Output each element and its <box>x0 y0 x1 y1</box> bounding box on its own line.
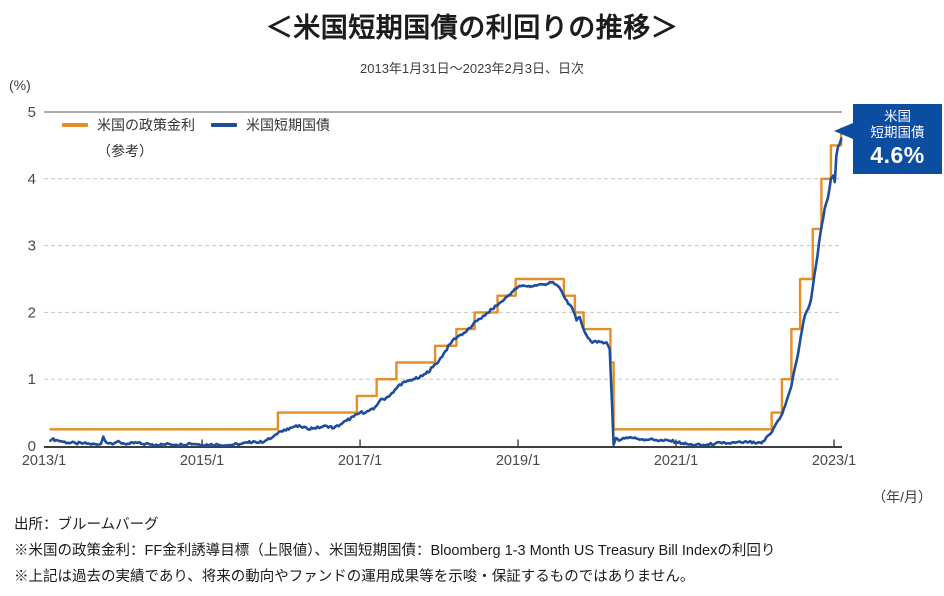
source-note: 出所：ブルームバーグ <box>14 517 159 533</box>
chart-subtitle: 2013年1月31日～2023年2月3日、日次 <box>360 61 584 76</box>
legend-label-policy-rate: 米国の政策金利 <box>97 117 195 133</box>
svg-text:3: 3 <box>28 238 36 255</box>
svg-text:5: 5 <box>28 104 36 121</box>
svg-text:2023/1: 2023/1 <box>812 453 856 469</box>
svg-text:4: 4 <box>28 171 36 188</box>
callout-series-name-line2: 短期国債 <box>870 124 925 140</box>
chart-legend: 米国の政策金利 米国短期国債 （参考） <box>62 115 346 161</box>
svg-text:2017/1: 2017/1 <box>338 453 382 469</box>
svg-text:2015/1: 2015/1 <box>180 453 224 469</box>
callout-left-arrow-icon <box>834 123 853 139</box>
disclaimer-note: ※上記は過去の実績であり、将来の動向やファンドの運用成果等を示唆・保証するもので… <box>14 569 695 585</box>
svg-text:1: 1 <box>28 371 36 388</box>
svg-text:2021/1: 2021/1 <box>654 453 698 469</box>
svg-text:2013/1: 2013/1 <box>22 453 66 469</box>
legend-swatch-policy-rate-icon <box>62 123 88 127</box>
legend-note-reference: （参考） <box>97 143 153 159</box>
chart-title: ＜米国短期国債の利回りの推移＞ <box>265 13 679 43</box>
svg-text:0: 0 <box>28 438 36 455</box>
svg-text:2: 2 <box>28 304 36 321</box>
definition-note: ※米国の政策金利：FF金利誘導目標（上限値）、米国短期国債：Bloomberg … <box>14 543 776 559</box>
y-axis-unit-label: (%) <box>9 77 31 93</box>
callout-value: 4.6% <box>870 142 925 169</box>
callout-series-name-line1: 米国 <box>884 109 911 125</box>
tbill-value-callout: 米国 短期国債 4.6% <box>834 104 942 174</box>
footnotes: 出所：ブルームバーグ ※米国の政策金利：FF金利誘導目標（上限値）、米国短期国債… <box>14 512 775 590</box>
svg-text:2019/1: 2019/1 <box>496 453 540 469</box>
x-axis-unit-label: （年/月） <box>872 489 932 505</box>
legend-swatch-tbill-icon <box>211 123 237 127</box>
legend-row: 米国の政策金利 米国短期国債 <box>62 115 346 135</box>
legend-label-tbill: 米国短期国債 <box>246 117 330 133</box>
